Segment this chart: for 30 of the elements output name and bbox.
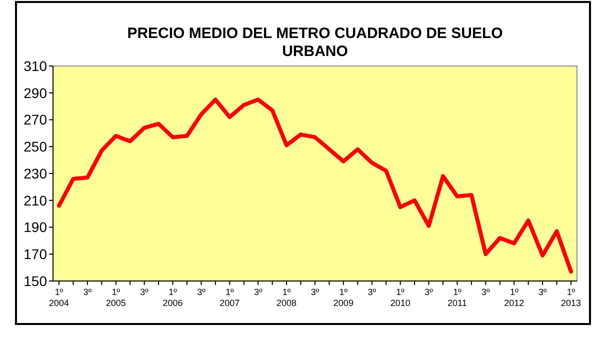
- y-tick-label: 310: [24, 58, 48, 74]
- x-tick-label: 1º 2011: [448, 287, 467, 308]
- line-series: [57, 98, 573, 274]
- x-tick-label: 3º: [538, 287, 548, 297]
- x-tick-label: 1º 2008: [276, 287, 297, 308]
- x-tick-label: 1º 2005: [106, 287, 126, 308]
- x-tick-label: 3º: [424, 287, 434, 297]
- x-tick-label: 3º: [310, 287, 320, 297]
- x-tick-label: 1º 2009: [333, 287, 354, 308]
- x-tick-label: 3º: [254, 287, 263, 297]
- x-tick-label: 1º 2004: [48, 287, 70, 308]
- y-tick-label: 250: [24, 138, 48, 155]
- x-tick-label: 1º 2006: [162, 287, 183, 308]
- y-tick-label: 270: [24, 112, 48, 128]
- chart-title: PRECIO MEDIO DEL METRO CUADRADO DE SUELO URBANO: [127, 25, 504, 60]
- x-tick-label: 3º: [368, 287, 377, 297]
- x-tick-label: 1º 2007: [220, 287, 240, 308]
- x-tick-label: 3º: [140, 287, 150, 297]
- x-tick-label: 3º: [197, 287, 206, 297]
- y-tick-label: 210: [24, 192, 48, 208]
- x-tick-label: 3º: [83, 287, 92, 297]
- y-tick-label: 150: [24, 272, 48, 289]
- y-tick-label: 230: [24, 165, 48, 182]
- x-tick-label: 1º 2013: [560, 287, 582, 308]
- y-tick-label: 170: [24, 246, 48, 262]
- x-tick-label: 1º 2010: [390, 287, 410, 308]
- y-tick-label: 290: [24, 84, 48, 101]
- y-tick-label: 190: [24, 219, 48, 236]
- x-tick-label: 1º 2012: [504, 287, 524, 308]
- x-tick-label: 3º: [482, 287, 491, 297]
